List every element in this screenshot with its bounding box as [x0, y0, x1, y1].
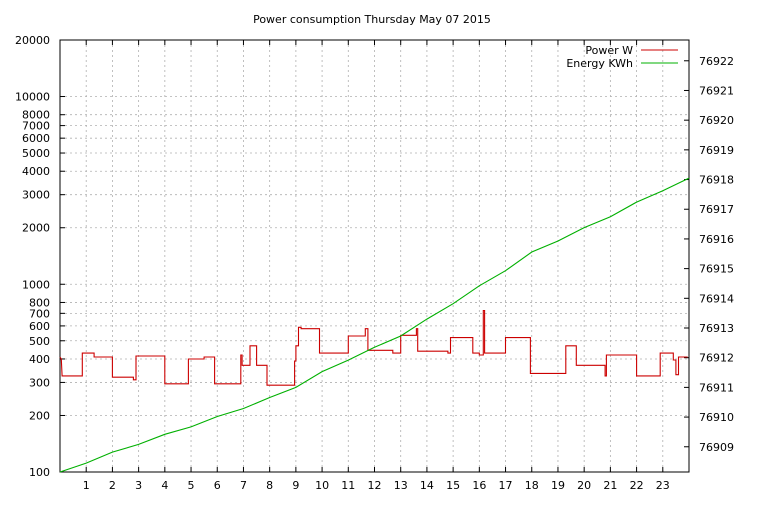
x-tick-label: 8	[266, 479, 273, 492]
y-right-tick-label: 76920	[699, 114, 734, 127]
chart-title: Power consumption Thursday May 07 2015	[253, 13, 491, 26]
grid-layer	[60, 40, 689, 472]
x-tick-label: 12	[368, 479, 382, 492]
y-left-tick-label: 200	[29, 409, 50, 422]
y-left-tick-label: 1000	[22, 278, 50, 291]
x-tick-label: 7	[240, 479, 247, 492]
y-right-tick-label: 76918	[699, 174, 734, 187]
x-tick-label: 1	[83, 479, 90, 492]
x-tick-label: 15	[446, 479, 460, 492]
y-right-tick-label: 76915	[699, 263, 734, 276]
legend-label-1: Power W	[585, 44, 633, 57]
y-left-tick-label: 20000	[15, 34, 50, 47]
series-line-2	[59, 177, 690, 473]
x-tick-label: 19	[551, 479, 565, 492]
series-line-1	[59, 309, 688, 386]
x-tick-label: 13	[394, 479, 408, 492]
x-tick-label: 22	[630, 479, 644, 492]
y-left-tick-label: 5000	[22, 147, 50, 160]
y-left-tick-label: 500	[29, 335, 50, 348]
x-tick-label: 2	[109, 479, 116, 492]
y-right-tick-label: 76921	[699, 84, 734, 97]
y-right-tick-label: 76919	[699, 144, 734, 157]
axes-layer: 1 2 3 4 5 6 7 8 9 10 11 12 13 14 15 16 17 18 19 20 21 22 23100…	[15, 34, 734, 492]
legend-label-2: Energy KWh	[566, 57, 633, 70]
x-tick-label: 20	[577, 479, 591, 492]
y-right-tick-label: 76913	[699, 322, 734, 335]
series-layer	[59, 177, 690, 473]
x-tick-label: 21	[603, 479, 617, 492]
y-right-tick-label: 76909	[699, 441, 734, 454]
y-right-tick-label: 76912	[699, 352, 734, 365]
x-tick-label: 3	[135, 479, 142, 492]
y-left-tick-label: 6000	[22, 132, 50, 145]
x-tick-label: 11	[341, 479, 355, 492]
x-tick-label: 10	[315, 479, 329, 492]
x-tick-label: 23	[656, 479, 670, 492]
y-left-tick-label: 800	[29, 296, 50, 309]
x-tick-label: 16	[472, 479, 486, 492]
y-left-tick-label: 8000	[22, 109, 50, 122]
plot-frame	[59, 39, 690, 473]
y-left-tick-label: 100	[29, 466, 50, 479]
x-tick-label: 4	[161, 479, 168, 492]
y-left-tick-label: 700	[29, 307, 50, 320]
y-left-tick-label: 7000	[22, 120, 50, 133]
y-right-tick-label: 76922	[699, 55, 734, 68]
y-left-tick-label: 4000	[22, 165, 50, 178]
y-left-tick-label: 400	[29, 353, 50, 366]
y-left-tick-label: 2000	[22, 222, 50, 235]
x-tick-label: 14	[420, 479, 434, 492]
y-left-tick-label: 600	[29, 320, 50, 333]
x-tick-label: 18	[525, 479, 539, 492]
x-tick-label: 6	[214, 479, 221, 492]
y-left-tick-label: 10000	[15, 91, 50, 104]
y-left-tick-label: 300	[29, 376, 50, 389]
y-right-tick-label: 76917	[699, 203, 734, 216]
y-left-tick-label: 3000	[22, 189, 50, 202]
x-tick-label: 5	[188, 479, 195, 492]
y-right-tick-label: 76911	[699, 381, 734, 394]
y-right-tick-label: 76914	[699, 292, 734, 305]
y-right-tick-label: 76910	[699, 411, 734, 424]
x-tick-label: 9	[292, 479, 299, 492]
x-tick-label: 17	[499, 479, 513, 492]
y-right-tick-label: 76916	[699, 233, 734, 246]
